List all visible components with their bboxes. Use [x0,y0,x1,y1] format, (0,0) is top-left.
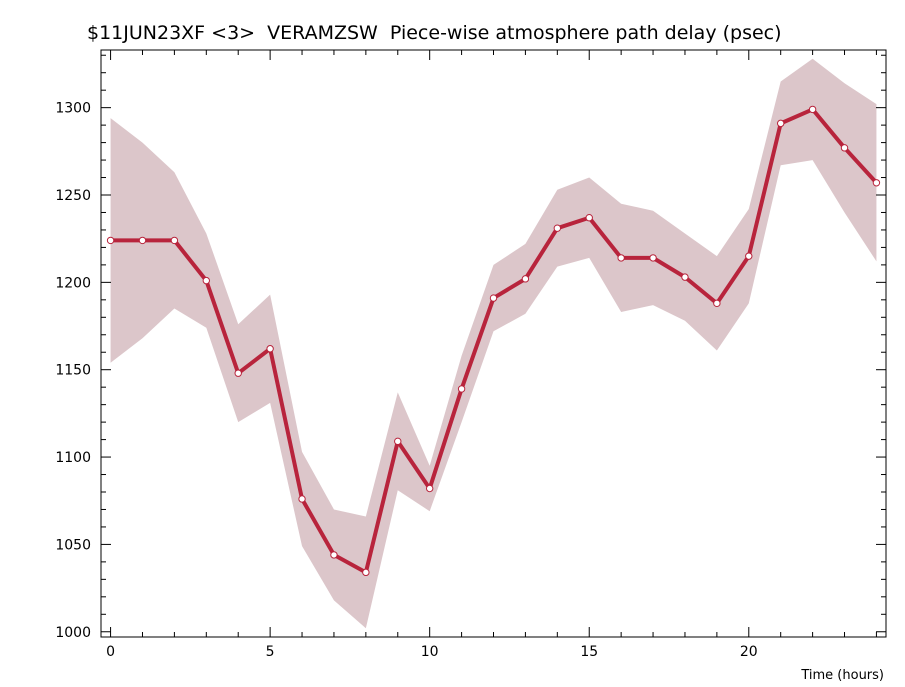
x-axis-label: Time (hours) [800,668,884,683]
data-point [617,254,625,262]
data-point [234,369,242,377]
y-tick-label: 1150 [55,363,91,379]
chart-title: $11JUN23XF <3> VERAMZSW Piece-wise atmos… [87,22,782,44]
data-point [106,236,115,245]
data-point [553,224,562,232]
y-tick-label: 1300 [55,101,91,117]
data-point [872,179,881,187]
data-point [745,252,753,260]
y-tick-label: 1250 [55,188,91,204]
data-point [713,299,721,308]
y-tick-label: 1100 [55,450,91,466]
y-tick-label: 1200 [55,275,91,291]
data-point [425,484,434,493]
data-point [170,236,179,245]
y-tick-label: 1000 [55,625,91,641]
x-tick-label: 10 [421,644,439,660]
uncertainty-band [110,58,877,629]
data-point [330,551,338,559]
data-point [808,105,817,114]
data-point [521,275,530,283]
x-tick-label: 0 [106,644,115,660]
y-tick-label: 1050 [55,537,91,553]
data-point [138,236,147,245]
data-point [362,568,370,577]
x-tick-label: 20 [740,644,758,660]
data-point [266,345,274,353]
data-point [776,119,785,128]
x-tick-label: 5 [266,644,275,660]
data-point [840,144,849,152]
data-point [202,276,211,285]
data-point [585,214,593,222]
data-point [394,437,402,446]
data-point [489,294,498,302]
data-point [457,385,466,393]
data-point [681,273,689,281]
data-point [298,495,306,503]
data-point [649,254,657,262]
x-tick-label: 15 [580,644,598,660]
